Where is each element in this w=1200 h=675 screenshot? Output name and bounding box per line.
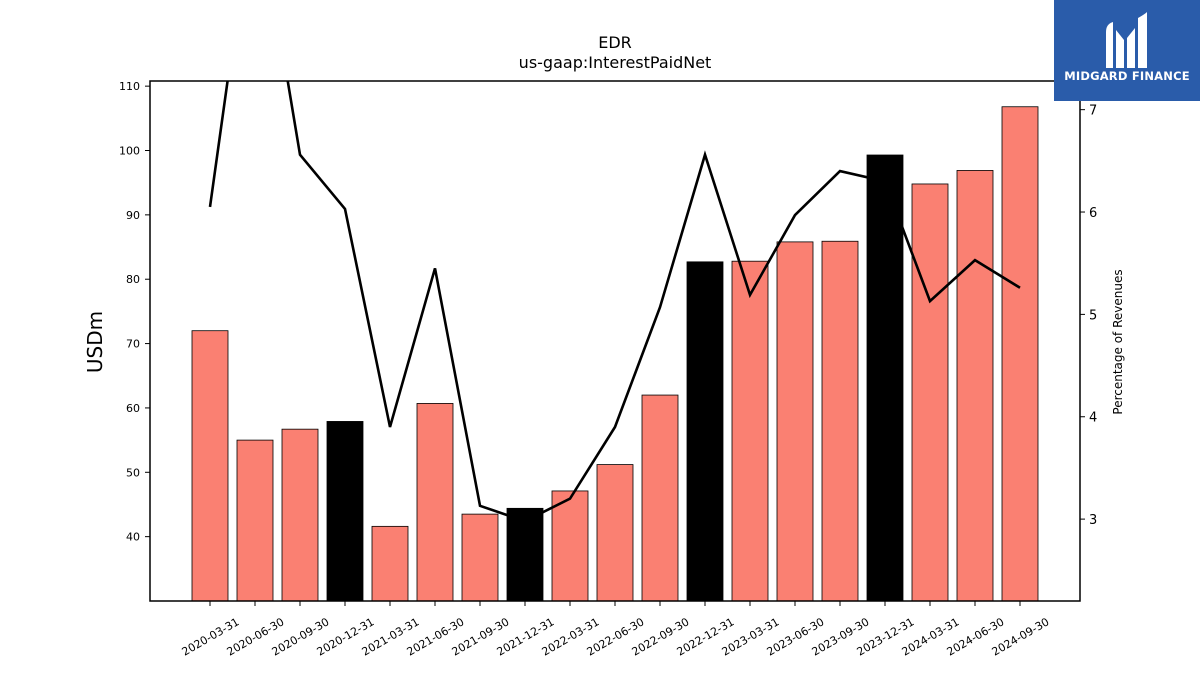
bar-2020-09-30 <box>281 428 319 602</box>
y-axis-label: USDm <box>83 311 107 373</box>
bar-2022-12-31 <box>686 261 724 602</box>
bar-2023-03-31 <box>731 260 769 602</box>
y-tick-label-70: 70 <box>126 338 140 351</box>
logo-text: MIDGARD FINANCE <box>1064 69 1190 83</box>
bar-2024-06-30 <box>956 170 994 602</box>
y2-axis-label: Percentage of Revenues <box>1111 269 1125 414</box>
y-tick-label-90: 90 <box>126 209 140 222</box>
y-tick-label-100: 100 <box>119 145 140 158</box>
bar-2020-12-31 <box>326 421 364 602</box>
bar-2022-03-31 <box>551 490 589 602</box>
bar-2023-06-30 <box>776 241 814 602</box>
bar-2021-03-31 <box>371 525 409 602</box>
brand-logo: MIDGARD FINANCE <box>1054 0 1200 101</box>
y2-tick-label-5: 5 <box>1089 308 1097 323</box>
bar-2021-09-30 <box>461 513 499 602</box>
bar-2021-12-31 <box>506 507 544 602</box>
y2-tick-label-3: 3 <box>1089 513 1097 528</box>
bar-2023-09-30 <box>821 240 859 602</box>
bar-2024-09-30 <box>1001 106 1039 602</box>
bar-2024-03-31 <box>911 183 949 602</box>
y-tick-label-110: 110 <box>119 80 140 93</box>
y2-tick-label-4: 4 <box>1089 411 1097 426</box>
bar-2020-03-31 <box>191 330 229 602</box>
bar-2022-09-30 <box>641 394 679 602</box>
bar-2020-06-30 <box>236 439 274 602</box>
y-tick-label-40: 40 <box>126 531 140 544</box>
chart-subtitle: us-gaap:InterestPaidNet <box>518 53 712 72</box>
bars-group <box>191 106 1039 602</box>
line-group <box>208 81 1021 523</box>
bar-2021-06-30 <box>416 403 454 602</box>
percentage-line <box>208 81 1021 523</box>
chart-title: EDR <box>598 33 632 52</box>
bar-2023-12-31 <box>866 154 904 602</box>
bar-2022-06-30 <box>596 464 634 602</box>
y-tick-label-50: 50 <box>126 466 140 479</box>
y-tick-label-80: 80 <box>126 273 140 286</box>
y2-tick-label-7: 7 <box>1089 104 1097 119</box>
midgard-logo-icon <box>1106 12 1147 68</box>
y-tick-label-60: 60 <box>126 402 140 415</box>
y2-tick-label-6: 6 <box>1089 206 1097 221</box>
